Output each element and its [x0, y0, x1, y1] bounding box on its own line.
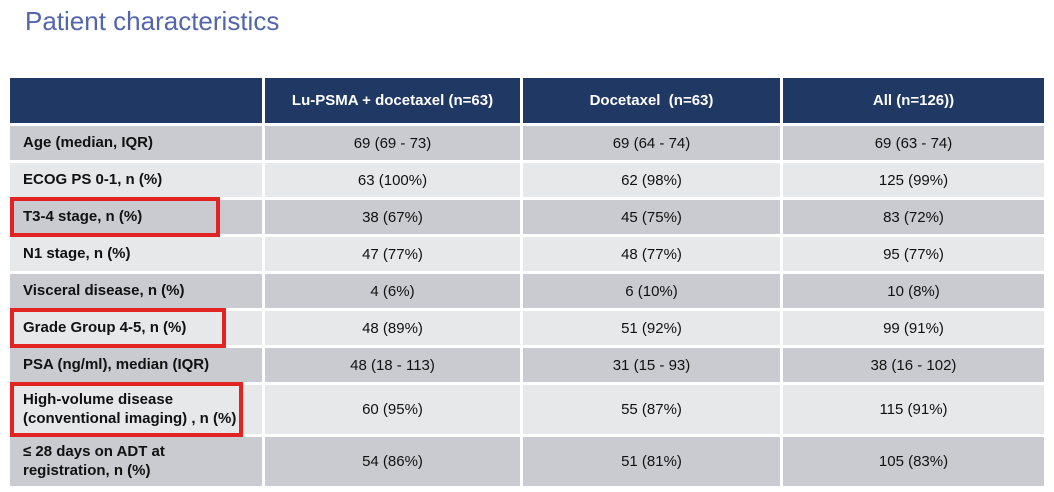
value-cell: 69 (64 - 74): [523, 126, 780, 160]
value-cell: 115 (91%): [783, 385, 1044, 434]
header-cell-all: All (n=126)): [783, 78, 1044, 123]
patient-characteristics-table: Lu-PSMA + docetaxel (n=63) Docetaxel (n=…: [10, 78, 1044, 486]
value-cell: 105 (83%): [783, 437, 1044, 486]
value-cell: 10 (8%): [783, 274, 1044, 308]
row-label-adt-days: ≤ 28 days on ADT at registration, n (%): [10, 437, 262, 486]
value-cell: 83 (72%): [783, 200, 1044, 234]
value-cell: 51 (81%): [523, 437, 780, 486]
value-cell: 45 (75%): [523, 200, 780, 234]
value-cell: 99 (91%): [783, 311, 1044, 345]
row-label-psa: PSA (ng/ml), median (IQR): [10, 348, 262, 382]
row-label-visceral: Visceral disease, n (%): [10, 274, 262, 308]
value-cell: 55 (87%): [523, 385, 780, 434]
value-cell: 48 (77%): [523, 237, 780, 271]
value-cell: 54 (86%): [265, 437, 520, 486]
value-cell: 48 (89%): [265, 311, 520, 345]
header-cell-lupsma: Lu-PSMA + docetaxel (n=63): [265, 78, 520, 123]
row-label-grade-group: Grade Group 4-5, n (%): [10, 308, 262, 348]
value-cell: 95 (77%): [783, 237, 1044, 271]
value-cell: 38 (16 - 102): [783, 348, 1044, 382]
header-cell-docetaxel: Docetaxel (n=63): [523, 78, 780, 123]
row-label-ecog: ECOG PS 0-1, n (%): [10, 163, 262, 197]
value-cell: 48 (18 - 113): [265, 348, 520, 382]
row-label-t34-stage: T3-4 stage, n (%): [10, 197, 262, 237]
row-label-text: Grade Group 4-5, n (%): [23, 318, 187, 336]
value-cell: 63 (100%): [265, 163, 520, 197]
row-label-text: T3-4 stage, n (%): [23, 207, 143, 225]
row-label-n1-stage: N1 stage, n (%): [10, 237, 262, 271]
value-cell: 125 (99%): [783, 163, 1044, 197]
value-cell: 60 (95%): [265, 385, 520, 434]
row-label-age: Age (median, IQR): [10, 126, 262, 160]
page-title: Patient characteristics: [25, 6, 280, 36]
row-label-text: High-volume disease (conventional imagin…: [23, 390, 237, 427]
row-label-high-volume: High-volume disease (conventional imagin…: [10, 382, 262, 437]
value-cell: 6 (10%): [523, 274, 780, 308]
value-cell: 69 (63 - 74): [783, 126, 1044, 160]
value-cell: 51 (92%): [523, 311, 780, 345]
value-cell: 4 (6%): [265, 274, 520, 308]
value-cell: 31 (15 - 93): [523, 348, 780, 382]
value-cell: 62 (98%): [523, 163, 780, 197]
value-cell: 38 (67%): [265, 200, 520, 234]
value-cell: 47 (77%): [265, 237, 520, 271]
value-cell: 69 (69 - 73): [265, 126, 520, 160]
header-cell-empty: [10, 78, 262, 123]
